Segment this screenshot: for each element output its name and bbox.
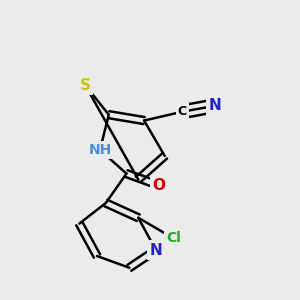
Text: S: S bbox=[80, 78, 91, 93]
Text: N: N bbox=[208, 98, 221, 113]
Text: O: O bbox=[152, 178, 165, 193]
Text: Cl: Cl bbox=[166, 231, 181, 245]
Text: N: N bbox=[149, 243, 162, 258]
Text: C: C bbox=[178, 105, 187, 118]
Text: NH: NH bbox=[88, 143, 112, 157]
